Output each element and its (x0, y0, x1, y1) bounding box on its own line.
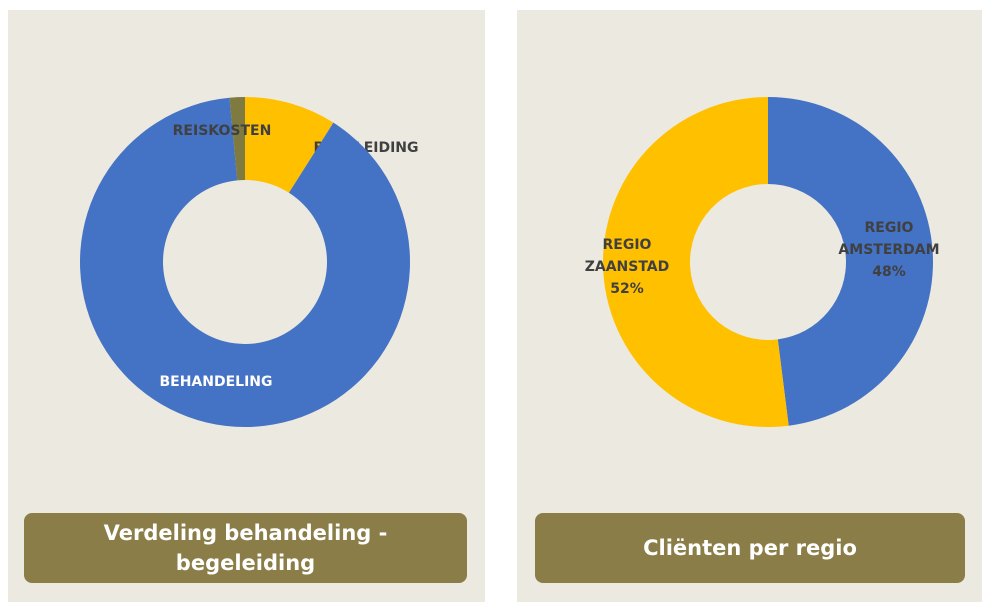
donut-slice (229, 97, 245, 181)
donut-slice (602, 97, 789, 428)
title-box: Verdeling behandeling - begeleiding (24, 513, 467, 583)
donut-slice (79, 97, 410, 428)
title-box: Cliënten per regio (535, 513, 965, 583)
slice-label: REISKOSTEN (173, 123, 272, 139)
slice-label: BEHANDELING (159, 374, 272, 390)
chart-title: Cliënten per regio (643, 536, 857, 560)
donut-slice (768, 97, 933, 426)
chart-title: Verdeling behandeling - begeleiding (103, 521, 388, 575)
value-label: 52% (610, 281, 644, 297)
slice-label: REGIO ZAANSTAD (585, 237, 670, 275)
donut-slice (245, 97, 334, 193)
slice-label: REGIO AMSTERDAM (838, 220, 939, 258)
value-label: 48% (872, 264, 906, 280)
